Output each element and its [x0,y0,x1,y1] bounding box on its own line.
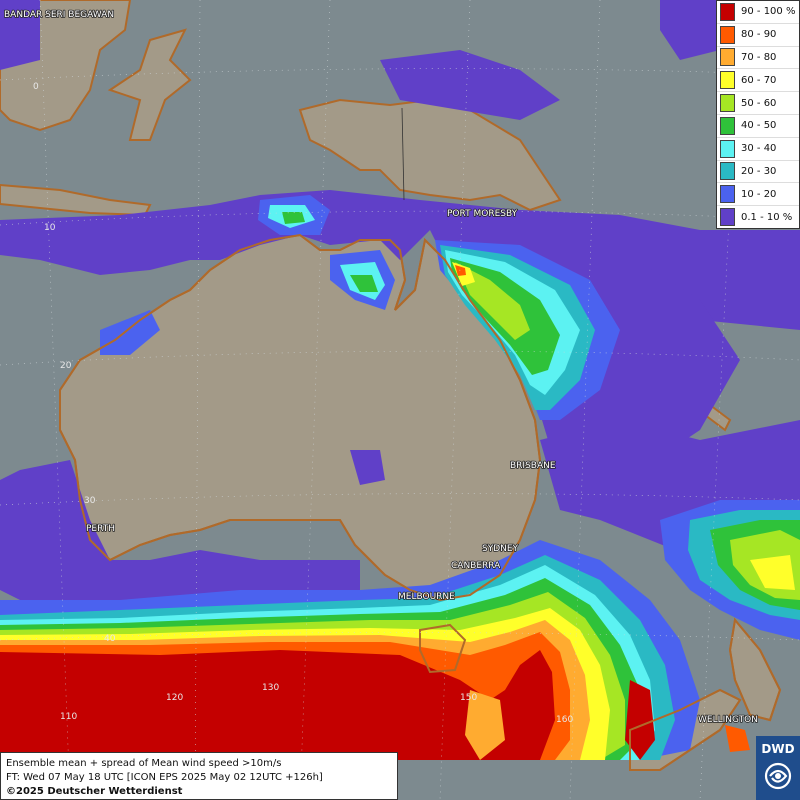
lon-label-130: 130 [262,683,279,693]
legend-swatch [720,48,735,67]
legend-item: 50 - 60 [717,92,799,115]
legend-item: 0.1 - 10 % [717,206,799,228]
lat-label-30: 30 [84,496,96,506]
forecast-time: FT: Wed 07 May 18 UTC [ICON EPS 2025 May… [6,772,323,783]
product-description: Ensemble mean + spread of Mean wind spee… [6,758,282,769]
legend-label: 60 - 70 [741,74,777,86]
color-legend: 90 - 100 % 80 - 90 70 - 80 60 - 70 50 - 60 40… [716,0,800,229]
city-label-bandar-seri-begawan: BANDAR SERI BEGAWAN [4,10,114,20]
legend-label: 50 - 60 [741,97,777,109]
borders [401,107,405,201]
lat-label-40: 40 [104,634,116,644]
wind-probability-fields [0,0,800,760]
city-label-canberra: CANBERRA [451,561,501,571]
legend-label: 70 - 80 [741,51,777,63]
coastlines [59,233,782,771]
city-label-brisbane: BRISBANE [510,461,556,471]
legend-item: 60 - 70 [717,69,799,93]
dwd-logo: DWD [756,736,800,800]
city-label-melbourne: MELBOURNE [398,592,455,602]
copyright-text: ©2025 Deutscher Wetterdienst [6,786,183,797]
lat-label-10: 10 [44,223,56,233]
city-label-port-moresby: PORT MORESBY [447,209,518,219]
legend-label: 10 - 20 [741,188,777,200]
dwd-swirl-icon [764,762,792,790]
city-label-wellington: WELLINGTON [698,715,758,725]
legend-swatch [720,208,735,227]
legend-item: 20 - 30 [717,161,799,184]
legend-item: 40 - 50 [717,115,799,138]
legend-swatch [720,162,735,181]
legend-swatch [720,116,735,135]
legend-label: 90 - 100 % [741,6,796,18]
legend-swatch [720,94,735,113]
legend-swatch [720,25,735,44]
legend-item: 80 - 90 [717,24,799,47]
city-label-perth: PERTH [86,524,115,534]
legend-label: 20 - 30 [741,165,777,177]
legend-label: 40 - 50 [741,120,777,132]
lat-label-20: 20 [60,361,72,371]
grid-labels: 0 10 20 30 40 110 120 130 150 160 [33,82,573,725]
legend-item: 70 - 80 [717,47,799,70]
city-labels: BANDAR SERI BEGAWAN PORT MORESBY BRISBAN… [3,9,759,726]
legend-item: 10 - 20 [717,183,799,207]
lat-label-0: 0 [33,82,39,92]
legend-swatch [720,185,735,204]
legend-label: 0.1 - 10 % [741,211,793,223]
legend-item: 30 - 40 [717,138,799,161]
legend-swatch [720,2,735,21]
city-label-sydney: SYDNEY [482,544,519,554]
legend-label: 80 - 90 [741,29,777,41]
sulawesi-land [107,28,192,141]
lon-label-120: 120 [166,693,183,703]
legend-item: 90 - 100 % [717,1,799,24]
lon-label-160: 160 [556,715,573,725]
dwd-logo-text: DWD [761,742,795,756]
lon-label-150: 150 [460,693,477,703]
lon-label-110: 110 [60,712,77,722]
legend-label: 30 - 40 [741,143,777,155]
legend-swatch [720,139,735,158]
info-box: Ensemble mean + spread of Mean wind spee… [0,752,398,800]
legend-swatch [720,71,735,90]
